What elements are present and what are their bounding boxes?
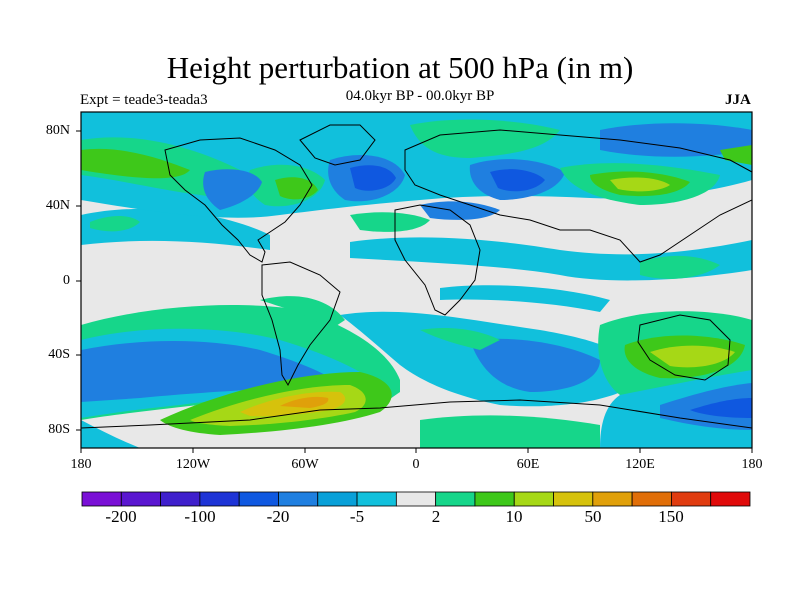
colorbar-label: -5 — [349, 507, 365, 526]
colorbar-label: 10 — [505, 507, 523, 526]
lat-label-40n: 40N — [45, 198, 70, 213]
colorbar-label: -200 — [105, 507, 137, 526]
coast-greenland — [299, 124, 376, 166]
colorbar-swatch — [356, 491, 397, 507]
colorbar-swatch — [317, 491, 358, 507]
coast-antarctica — [81, 399, 752, 429]
contour-north-america-blue — [203, 169, 262, 210]
lon-label-120e: 120E — [625, 457, 655, 472]
lat-label-80s: 80S — [48, 422, 70, 437]
coast-north-america — [164, 137, 313, 263]
colorbar-label: 150 — [658, 507, 684, 526]
experiment-label: Expt = teade3-teada3 — [80, 92, 208, 108]
colorbar-swatch — [553, 491, 594, 507]
contour-south-atlantic-green — [420, 328, 500, 350]
lat-label-80n: 80N — [45, 123, 70, 138]
colorbar-swatch — [395, 491, 437, 507]
contour-south-positive-orange — [280, 396, 329, 408]
lon-label-60w: 60W — [291, 457, 319, 472]
coast-eurasia — [404, 129, 752, 263]
colorbar-swatch — [474, 491, 515, 507]
colorbar-swatch — [671, 491, 712, 507]
chart-title: Height perturbation at 500 hPa (in m) — [166, 50, 634, 85]
colorbar-label: 50 — [584, 507, 602, 526]
contour-tropical-green-blob — [90, 216, 140, 232]
contour-arctic-green — [410, 119, 560, 158]
colorbar-swatch — [238, 491, 279, 507]
lat-label-0: 0 — [63, 273, 70, 288]
season-label: JJA — [725, 92, 751, 108]
contour-south-america-green — [260, 296, 345, 330]
contour-eurasia-darkblue — [490, 169, 545, 192]
contour-north-pacific-green-dark — [81, 148, 190, 179]
coast-australia — [637, 314, 731, 381]
contour-south-center-green — [420, 415, 600, 448]
contour-mediterranean-blue — [420, 201, 500, 220]
colorbar — [81, 491, 751, 507]
contour-maritime-green — [640, 255, 720, 279]
colorbar-swatch — [81, 491, 122, 507]
lat-label-40s: 40S — [48, 347, 70, 362]
colorbar-swatch — [513, 491, 554, 507]
height-field — [81, 112, 752, 448]
coast-south-america — [261, 261, 341, 387]
colorbar-swatch — [160, 491, 201, 507]
contour-southeast-darkblue — [690, 398, 752, 418]
colorbar-label: 2 — [431, 507, 441, 526]
colorbar-swatch — [278, 491, 319, 507]
colorbar-swatch — [592, 491, 633, 507]
time-period-subtitle: 04.0kyr BP - 00.0kyr BP — [345, 88, 495, 104]
contour-tropical-south-band — [440, 285, 610, 312]
contour-south-indian-blue — [470, 338, 600, 392]
colorbar-label: -100 — [184, 507, 216, 526]
contour-arctic-east-blue — [600, 123, 752, 157]
contour-sw-lightblue — [81, 420, 140, 448]
lon-label-180-east: 180 — [741, 457, 763, 472]
lon-label-180-west: 180 — [70, 457, 92, 472]
contour-asia-yellowgreen — [610, 177, 670, 192]
colorbar-swatch — [710, 491, 751, 507]
colorbar-swatch — [120, 491, 161, 507]
contour-sahara-green — [350, 212, 430, 232]
contour-australia-yellowgreen — [650, 345, 735, 368]
contour-north-atlantic-darkblue — [350, 165, 396, 191]
colorbar-swatch — [199, 491, 240, 507]
axis-ticks — [76, 130, 753, 453]
coast-africa — [394, 204, 481, 316]
coastlines — [81, 124, 752, 429]
colorbar-label: -20 — [266, 507, 290, 526]
lon-label-120w: 120W — [175, 457, 211, 472]
colorbar-swatch — [435, 491, 476, 507]
lon-label-60e: 60E — [516, 457, 540, 472]
colorbar-swatch — [631, 491, 672, 507]
lon-label-0: 0 — [412, 457, 420, 472]
